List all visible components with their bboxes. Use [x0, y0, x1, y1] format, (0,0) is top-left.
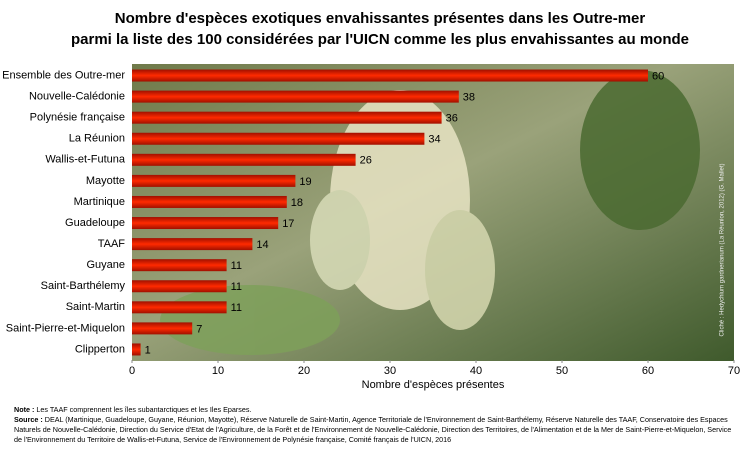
- y-tick-label: TAAF: [98, 238, 126, 250]
- value-label: 1: [145, 344, 151, 356]
- source-label: Source :: [14, 415, 43, 424]
- bar: [132, 132, 425, 145]
- value-label: 7: [196, 323, 202, 335]
- x-tick-label: 10: [212, 365, 224, 377]
- note: Note : Les TAAF comprennent les îles sub…: [14, 405, 739, 415]
- value-label: 36: [446, 113, 458, 125]
- x-tick-label: 40: [470, 365, 482, 377]
- source-text: DEAL (Martinique, Guadeloupe, Guyane, Ré…: [14, 415, 732, 444]
- y-tick-label: Nouvelle-Calédonie: [29, 91, 125, 103]
- bar: [132, 343, 141, 356]
- y-tick-label: La Réunion: [69, 133, 125, 145]
- value-label: 17: [282, 218, 294, 230]
- y-tick-label: Polynésie française: [30, 112, 125, 124]
- value-label: 11: [231, 260, 242, 272]
- bar: [132, 280, 227, 293]
- bar: [132, 301, 227, 314]
- value-label: 38: [463, 92, 475, 104]
- bar: [132, 217, 279, 230]
- bar: [132, 259, 227, 272]
- chart: Nombre d'espèces exotiques envahissantes…: [2, 10, 740, 391]
- x-tick-label: 60: [642, 365, 654, 377]
- bar: [132, 238, 253, 251]
- value-label: 34: [428, 134, 440, 146]
- y-tick-label: Clipperton: [75, 343, 125, 355]
- y-tick-label: Saint-Barthélemy: [41, 280, 126, 292]
- value-label: 11: [231, 302, 242, 314]
- x-axis-title: Nombre d'espèces présentes: [362, 379, 505, 391]
- x-tick-label: 70: [728, 365, 740, 377]
- chart-title: Nombre d'espèces exotiques envahissantes…: [115, 10, 646, 27]
- note-label: Note :: [14, 405, 35, 414]
- y-tick-label: Guyane: [86, 259, 125, 271]
- y-tick-label: Saint-Pierre-et-Miquelon: [6, 322, 125, 334]
- y-tick-label: Saint-Martin: [66, 301, 125, 313]
- value-label: 18: [291, 197, 303, 209]
- chart-title: parmi la liste des 100 considérées par l…: [71, 31, 689, 48]
- x-tick-label: 20: [298, 365, 310, 377]
- bar: [132, 174, 296, 187]
- bar: [132, 69, 648, 82]
- bar: [132, 322, 193, 335]
- notes: Note : Les TAAF comprennent les îles sub…: [14, 405, 739, 445]
- photo-credit: Cliché : Hedychium gardnerianum (La Réun…: [720, 163, 726, 336]
- value-label: 19: [299, 176, 311, 188]
- x-tick-label: 30: [384, 365, 396, 377]
- bar: [132, 90, 459, 103]
- x-tick-label: 50: [556, 365, 568, 377]
- bar: [132, 111, 442, 124]
- y-tick-label: Ensemble des Outre-mer: [2, 69, 125, 81]
- y-tick-label: Mayotte: [86, 175, 125, 187]
- note-text: Les TAAF comprennent les îles subantarct…: [36, 405, 252, 414]
- bar: [132, 195, 287, 208]
- y-tick-label: Martinique: [74, 196, 125, 208]
- value-label: 14: [256, 239, 268, 251]
- bar: [132, 153, 356, 166]
- value-label: 60: [652, 70, 664, 82]
- y-tick-label: Guadeloupe: [65, 217, 125, 229]
- source: Source : DEAL (Martinique, Guadeloupe, G…: [14, 415, 739, 445]
- y-tick-label: Wallis-et-Futuna: [45, 154, 126, 166]
- x-tick-label: 0: [129, 365, 135, 377]
- value-label: 26: [360, 155, 372, 167]
- value-label: 11: [231, 281, 242, 293]
